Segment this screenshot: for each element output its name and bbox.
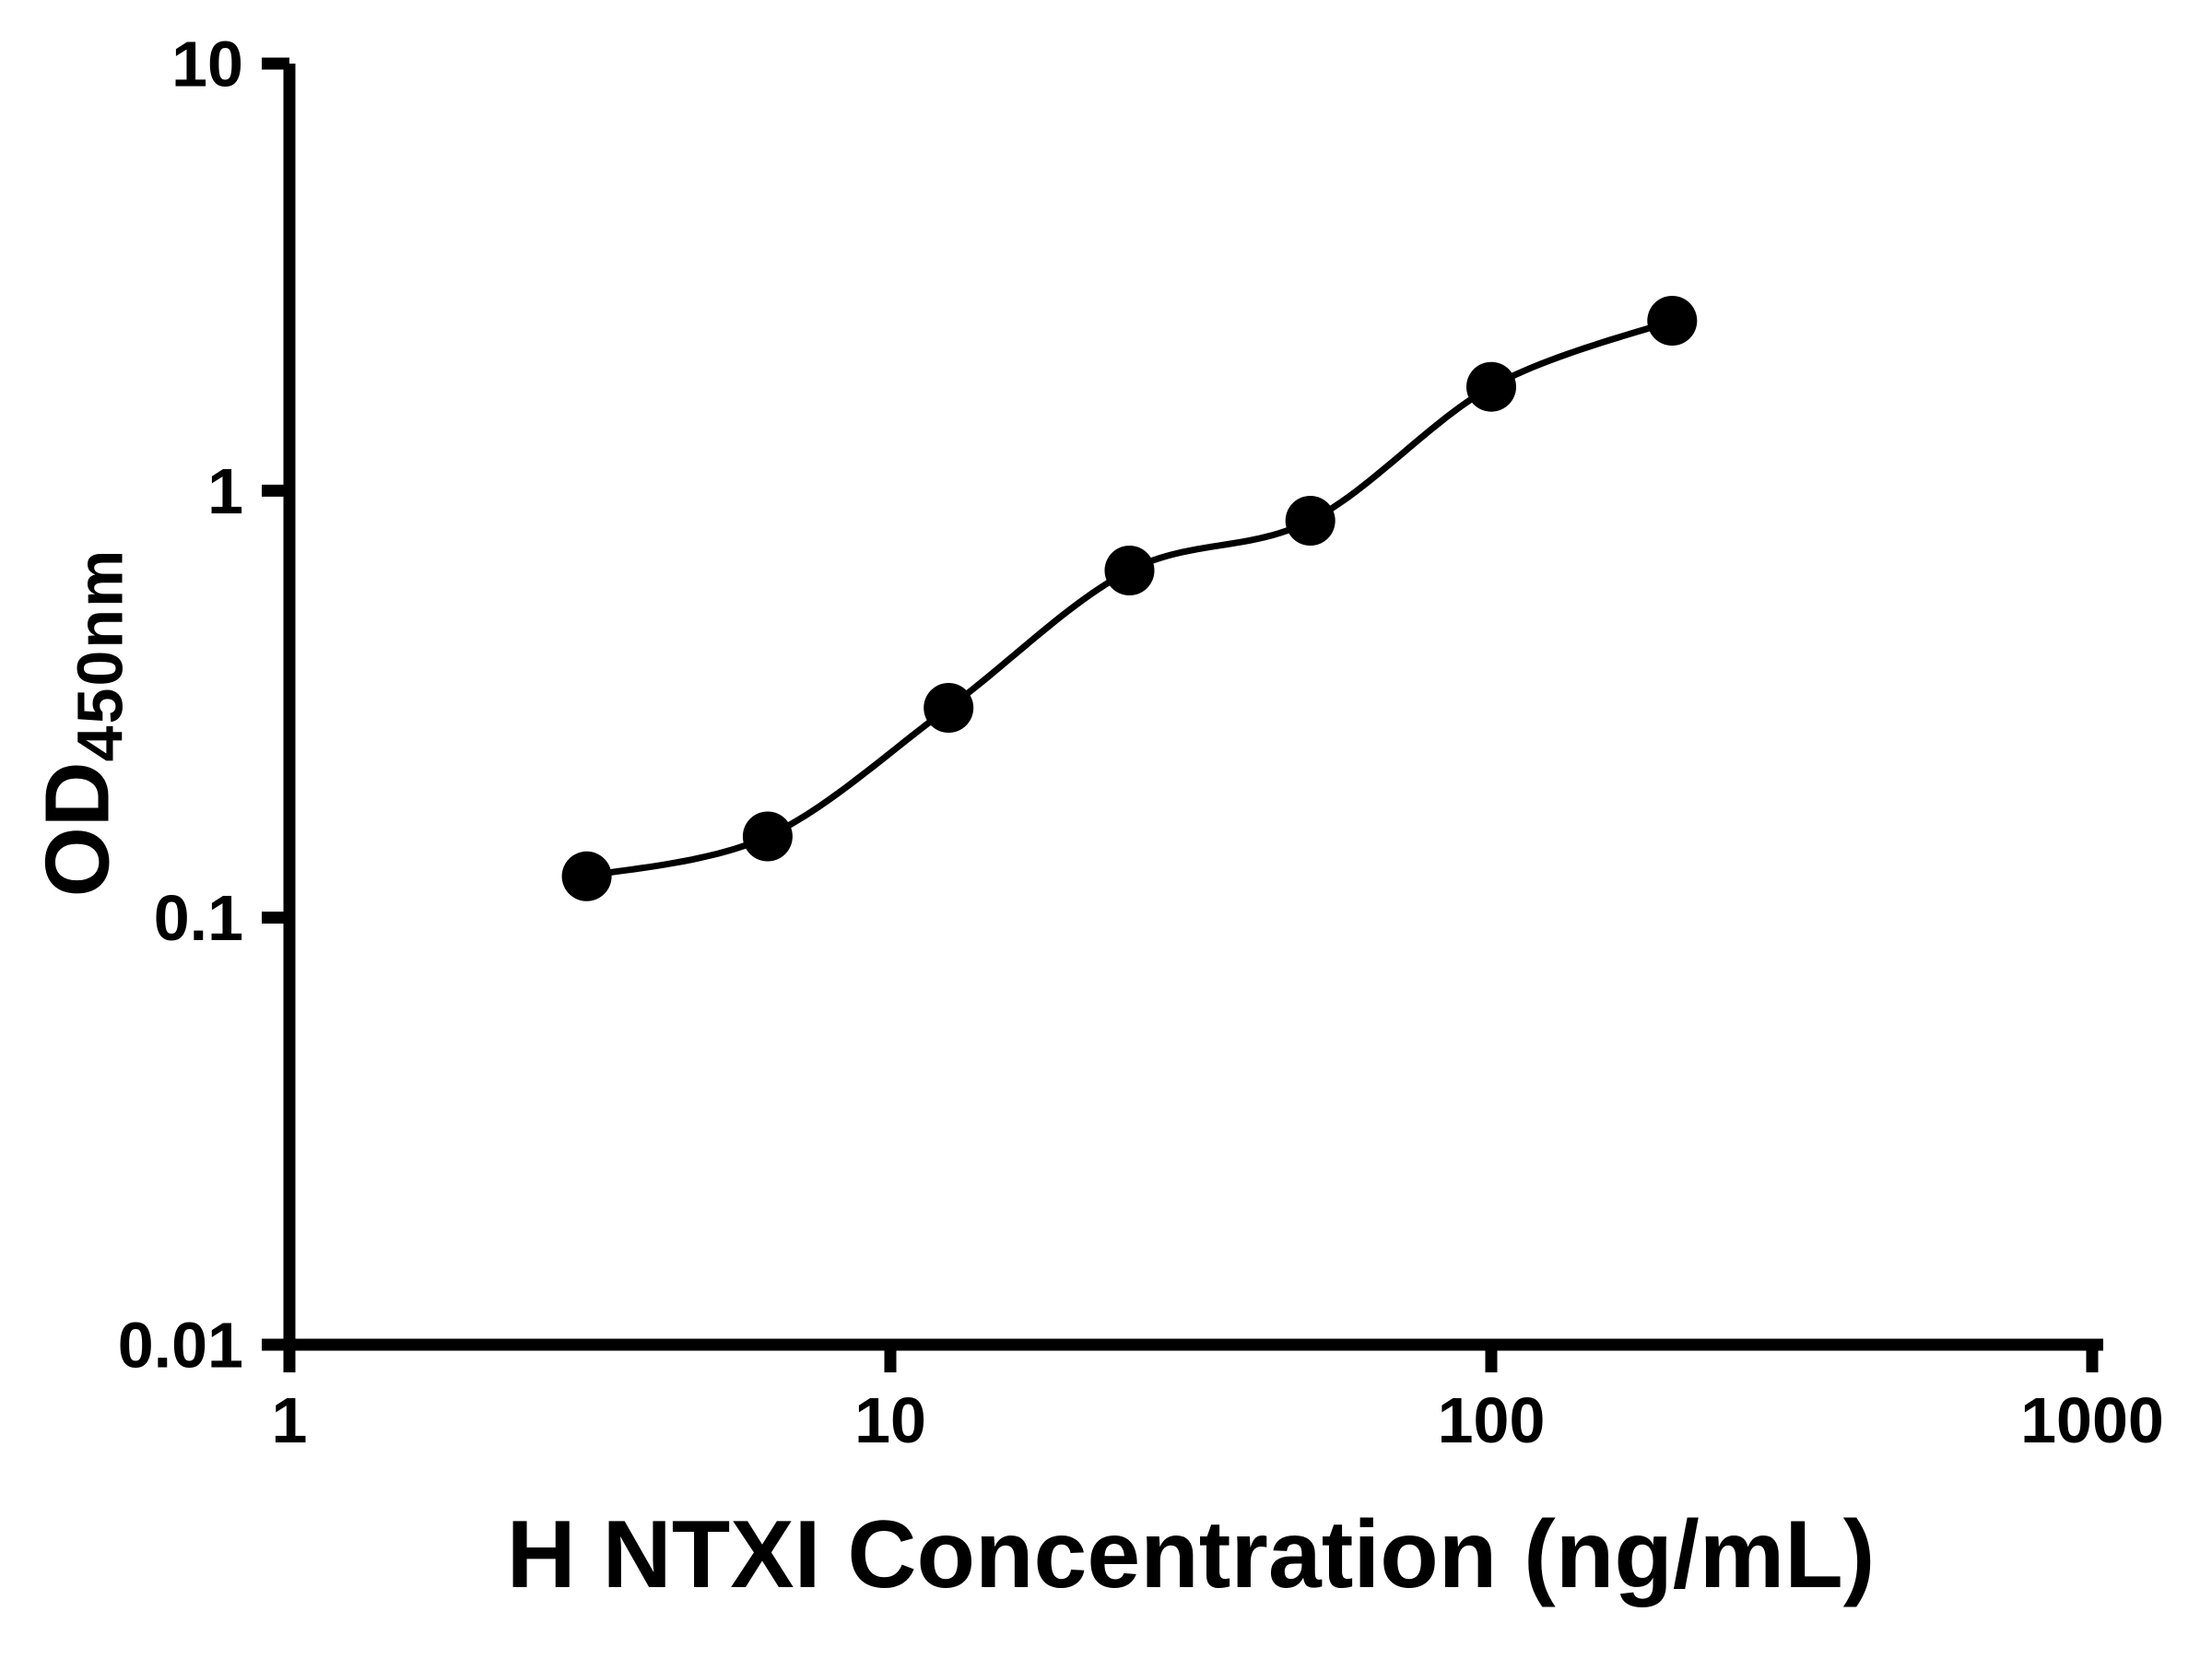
data-point [561,851,612,901]
y-axis-title-subscript: 450nm [64,547,136,762]
y-tick-label: 1 [207,455,243,527]
axis-spine [283,64,2103,1351]
x-tick-label: 10 [854,1384,926,1456]
x-axis-title: H NTXI Concentration (ng/mL) [506,1501,1876,1608]
fit-curve [585,317,1674,880]
data-point [1647,296,1698,346]
y-axis-title-main: OD [26,761,128,898]
data-point [1285,496,1335,546]
y-tick-label: 10 [171,29,243,100]
x-tick-label: 1000 [2020,1384,2164,1456]
y-tick-label: 0.1 [154,882,243,954]
x-tick-label: 1 [272,1384,308,1456]
data-point [924,683,974,733]
y-tick-label: 0.01 [118,1310,243,1382]
data-point [742,811,793,862]
y-axis-title: OD450nm [25,548,136,898]
x-tick-label: 100 [1438,1384,1546,1456]
data-point [1466,361,1516,412]
data-point [1104,546,1155,595]
